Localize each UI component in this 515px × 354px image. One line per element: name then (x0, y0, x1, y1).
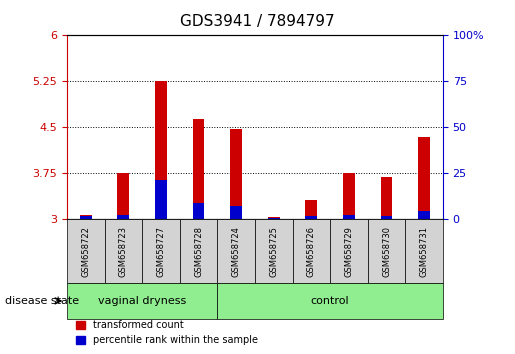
Text: GSM658727: GSM658727 (157, 226, 165, 277)
Text: GSM658729: GSM658729 (345, 226, 353, 277)
Text: GSM658723: GSM658723 (119, 226, 128, 277)
Text: GSM658724: GSM658724 (232, 226, 241, 277)
Bar (155, 179, 167, 219)
Bar (117, 173, 129, 219)
Bar (117, 215, 129, 219)
Text: GDS3941 / 7894797: GDS3941 / 7894797 (180, 14, 335, 29)
Text: GSM658730: GSM658730 (382, 226, 391, 277)
Text: GSM658722: GSM658722 (81, 226, 90, 277)
Bar (381, 177, 392, 219)
Text: disease state: disease state (5, 296, 79, 306)
Text: GSM658728: GSM658728 (194, 226, 203, 277)
Bar (305, 200, 317, 219)
Text: GSM658725: GSM658725 (269, 226, 278, 277)
Legend: transformed count, percentile rank within the sample: transformed count, percentile rank withi… (72, 316, 262, 349)
Bar (230, 206, 242, 219)
Text: GSM658731: GSM658731 (420, 226, 428, 277)
Bar (193, 119, 204, 219)
Bar (268, 217, 280, 219)
Bar (193, 203, 204, 219)
Bar (80, 216, 92, 219)
Bar (305, 216, 317, 219)
Bar (343, 173, 355, 219)
Bar (268, 218, 280, 219)
Bar (155, 81, 167, 219)
Bar (381, 216, 392, 219)
Text: vaginal dryness: vaginal dryness (98, 296, 186, 306)
Bar (80, 215, 92, 219)
Bar (230, 129, 242, 219)
Text: control: control (311, 296, 349, 306)
Bar (343, 215, 355, 219)
Bar (418, 211, 430, 219)
Bar (418, 137, 430, 219)
Text: GSM658726: GSM658726 (307, 226, 316, 277)
